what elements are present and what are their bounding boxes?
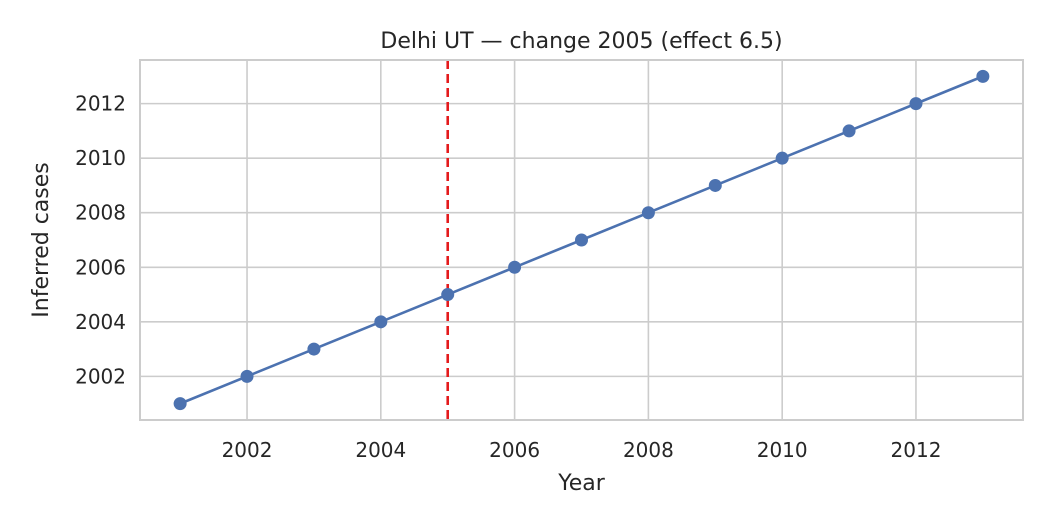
y-tick-label: 2002 [75,364,126,388]
data-point [909,97,923,111]
y-tick-label: 2006 [75,255,126,279]
data-point [173,397,187,411]
series-layer [173,69,990,411]
tick-labels: 2002 2004 2006 2008 2010 2012 2002 2004 2006 2008… [75,92,941,462]
x-tick-label: 2004 [355,438,406,462]
data-point [708,178,722,192]
x-tick-label: 2002 [222,438,273,462]
plot-frame [139,59,1024,421]
x-tick-label: 2008 [623,438,674,462]
data-point [240,369,254,383]
data-point [641,206,655,220]
data-point [508,260,522,274]
data-point [374,315,388,329]
grid [140,60,1023,420]
y-axis-label: Inferred cases [29,162,54,317]
x-tick-label: 2006 [489,438,540,462]
chart-title: Delhi UT — change 2005 (effect 6.5) [380,29,782,54]
data-point [976,69,990,83]
data-point [307,342,321,356]
y-tick-label: 2012 [75,92,126,116]
x-tick-label: 2012 [891,438,942,462]
y-tick-label: 2008 [75,201,126,225]
data-point [575,233,588,247]
y-tick-label: 2004 [75,310,126,334]
data-point [842,124,856,138]
x-axis-label: Year [557,471,606,496]
data-point [441,288,455,302]
x-tick-label: 2010 [757,438,808,462]
data-point [775,151,789,165]
y-tick-label: 2010 [75,146,126,170]
